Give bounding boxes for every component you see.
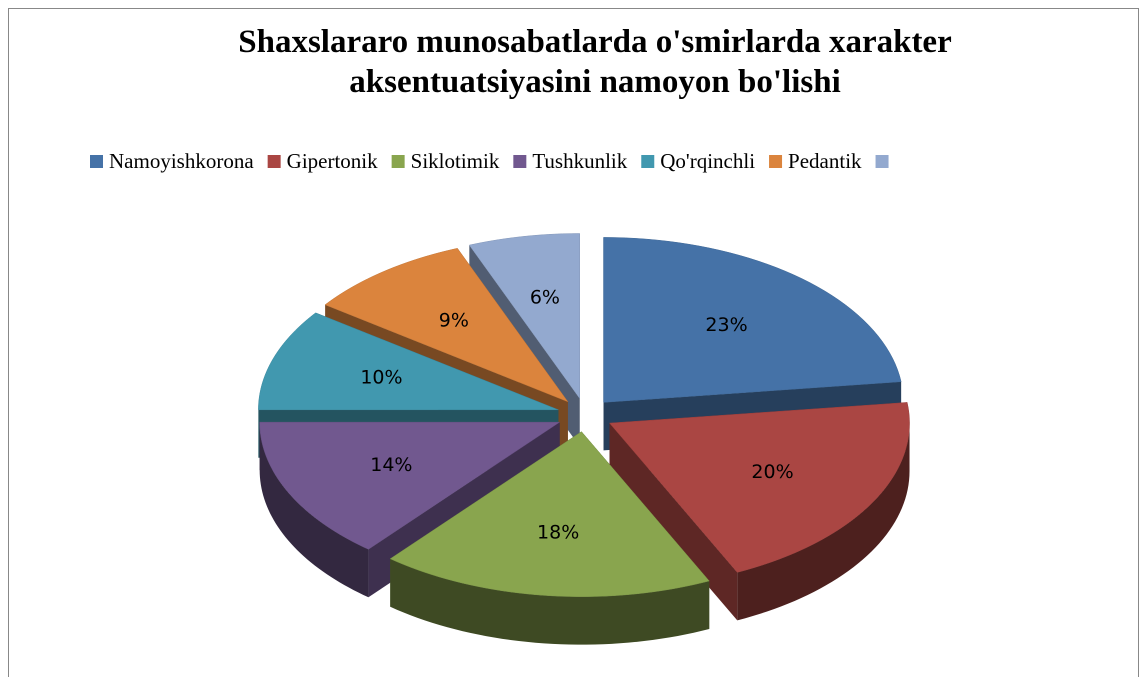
slice xyxy=(609,402,910,573)
legend-label: Siklotimik xyxy=(411,149,500,173)
slice xyxy=(259,421,561,550)
slice xyxy=(603,237,902,403)
data-label: 14% xyxy=(370,454,412,476)
data-label: 23% xyxy=(705,314,747,336)
legend-swatch xyxy=(875,155,889,168)
slice xyxy=(389,431,710,597)
chart-frame xyxy=(8,8,1139,677)
data-label: 10% xyxy=(360,367,402,389)
legend-swatch xyxy=(267,155,281,168)
legend-swatch xyxy=(90,155,103,168)
slice xyxy=(468,233,581,400)
slice xyxy=(258,312,559,411)
slice-side xyxy=(390,558,710,645)
data-label: 6% xyxy=(530,287,560,309)
slice-wall xyxy=(609,423,738,621)
data-label: 18% xyxy=(537,522,579,544)
legend-label: Gipertonik xyxy=(287,149,378,173)
chart-title: Shaxslararo munosabatlarda o'smirlarda x… xyxy=(238,24,952,100)
slice-side xyxy=(737,423,910,621)
legend-swatch xyxy=(391,155,405,168)
data-label: 20% xyxy=(751,461,793,483)
legend-swatch xyxy=(513,155,527,168)
data-label: 9% xyxy=(439,309,469,331)
slice xyxy=(324,248,569,403)
slice-side xyxy=(259,422,369,598)
legend-swatch xyxy=(769,155,783,168)
legend-label: Qo'rqinchli xyxy=(660,149,755,173)
legend-swatch xyxy=(641,155,655,168)
legend-label: Namoyishkorona xyxy=(109,149,254,173)
legend-label: Pedantik xyxy=(788,149,862,173)
legend-label: Tushkunlik xyxy=(532,149,627,173)
